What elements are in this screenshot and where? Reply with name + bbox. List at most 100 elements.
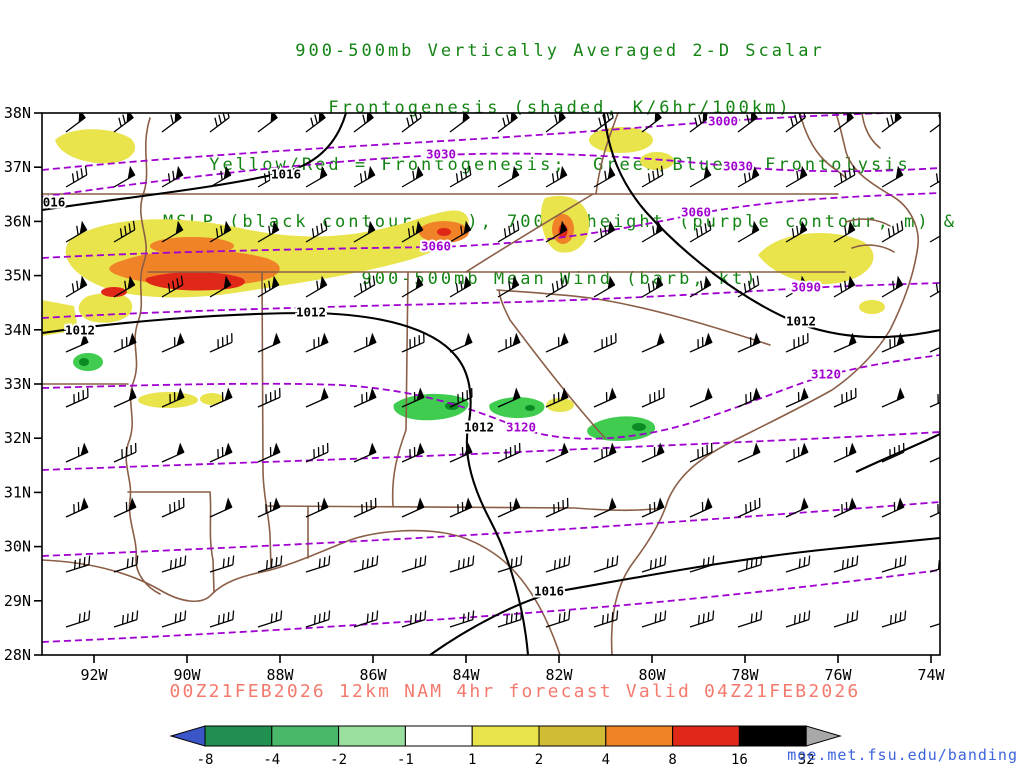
- wind-barb: [733, 497, 764, 518]
- wind-barb: [878, 609, 909, 628]
- mslp-contour-label: 016: [43, 195, 66, 210]
- colorbar-tick-label: 1: [468, 752, 476, 768]
- frontogenesis-shading: [758, 232, 874, 285]
- mslp-contour: [855, 433, 940, 473]
- colorbar-right-arrow: [805, 725, 842, 747]
- wind-barb: [781, 498, 809, 518]
- frontogenesis-shading: [640, 152, 674, 170]
- wind-barb: [733, 333, 761, 353]
- colorbar-left-arrow: [169, 725, 206, 747]
- wind-barb: [589, 443, 617, 463]
- wind-barb: [829, 443, 857, 463]
- lon-label: 78W: [731, 666, 759, 684]
- wind-barb: [588, 166, 616, 188]
- colorbar-tick-label: 8: [668, 752, 676, 768]
- wind-barb: [396, 276, 424, 298]
- lat-label: 36N: [4, 212, 31, 230]
- mslp-contour-label: 1012: [296, 305, 326, 320]
- frontogenesis-shading: [78, 293, 133, 323]
- wind-barb: [61, 165, 91, 188]
- colorbar-tick-label: -8: [197, 752, 214, 768]
- lat-label: 35N: [4, 267, 31, 285]
- chesapeake-bay: [799, 113, 847, 179]
- wind-barb: [444, 276, 472, 298]
- frontolysis-shading-strong: [632, 423, 646, 431]
- wind-barb: [60, 276, 88, 298]
- wind-barb: [589, 332, 620, 353]
- frontolysis-shading-strong: [525, 405, 535, 411]
- wind-barb: [926, 609, 940, 628]
- frontolysis-shading: [587, 416, 656, 441]
- wind-barb: [205, 332, 236, 353]
- wind-barb: [541, 333, 569, 353]
- colorbar-segment: [672, 725, 740, 747]
- height-contour-label: 3120: [811, 367, 841, 382]
- state-border: [127, 491, 215, 593]
- frontogenesis-shading: [589, 127, 653, 153]
- lat-label: 33N: [4, 375, 31, 393]
- wind-barb: [253, 333, 281, 353]
- wind-barb: [830, 609, 861, 628]
- wind-barb: [157, 443, 185, 463]
- colorbar-segment: [538, 725, 607, 747]
- wind-barb: [301, 442, 332, 463]
- lon-label: 76W: [824, 666, 852, 684]
- gulf-coastline: [42, 529, 561, 655]
- lon-label: 82W: [545, 666, 573, 684]
- wind-barb: [62, 609, 93, 628]
- wind-barb: [206, 609, 237, 628]
- frontogenesis-shading: [546, 398, 574, 412]
- wind-barb: [206, 554, 237, 573]
- height-contour: [42, 431, 940, 471]
- wind-barb: [493, 220, 523, 243]
- wind-barb: [492, 276, 520, 298]
- wind-barb: [685, 220, 715, 243]
- wind-barb: [734, 609, 765, 628]
- wind-barb: [638, 609, 669, 628]
- wind-barb: [636, 276, 664, 298]
- frontogenesis-shading: [859, 300, 885, 314]
- wind-barb: [926, 554, 940, 573]
- wind-barb: [637, 387, 668, 408]
- wind-barb: [733, 275, 763, 298]
- wind-barb: [253, 387, 284, 408]
- height-contour-label: 3030: [723, 159, 753, 174]
- wind-barb: [540, 166, 568, 188]
- lat-label: 28N: [4, 646, 31, 664]
- mslp-contour-1012: [602, 113, 940, 339]
- lon-label: 80W: [638, 666, 666, 684]
- wind-barb: [157, 333, 185, 353]
- wind-barb: [782, 554, 813, 573]
- wind-barb: [924, 221, 940, 243]
- colorbar-tick-label: -2: [330, 752, 347, 768]
- lat-label: 32N: [4, 429, 31, 447]
- wind-barb: [925, 443, 940, 463]
- lat-label: 29N: [4, 592, 31, 610]
- state-border: [465, 193, 594, 273]
- frontogenesis-shading-max: [437, 228, 451, 236]
- colorbar-segment: [738, 725, 807, 747]
- title-line-1: 900-500mb Vertically Averaged 2-D Scalar: [295, 41, 825, 61]
- mslp-contour-label: 1016: [271, 167, 301, 182]
- axis-layer: 38N 37N 36N 35N 34N 33N 32N 31N 30N 29N 28N 92W 90W 8…: [4, 104, 946, 684]
- colorbar: -8 -4 -2 -1 1 2 4 8 16 32: [169, 725, 842, 768]
- frontogenesis-shading-strong: [150, 237, 234, 255]
- wind-barb: [349, 333, 377, 353]
- credit-url[interactable]: moe.met.fsu.edu/banding: [787, 746, 1018, 764]
- albemarle-sound: [845, 218, 891, 227]
- wind-barb: [685, 333, 713, 353]
- wind-barb: [110, 609, 141, 628]
- height-contour-label: 3120: [506, 420, 536, 435]
- wind-barb: [302, 609, 333, 628]
- frontogenesis-shading: [55, 129, 136, 164]
- lat-label: 38N: [4, 104, 31, 122]
- shading-layer: [42, 127, 885, 441]
- wind-barb: [158, 609, 189, 628]
- height-contour-label: 3060: [681, 205, 711, 220]
- wind-barb: [781, 443, 809, 463]
- state-border: [391, 271, 409, 507]
- state-border: [496, 289, 771, 346]
- height-contour-3000: [42, 113, 909, 171]
- wind-barb: [637, 333, 665, 353]
- wind-barb: [398, 554, 429, 573]
